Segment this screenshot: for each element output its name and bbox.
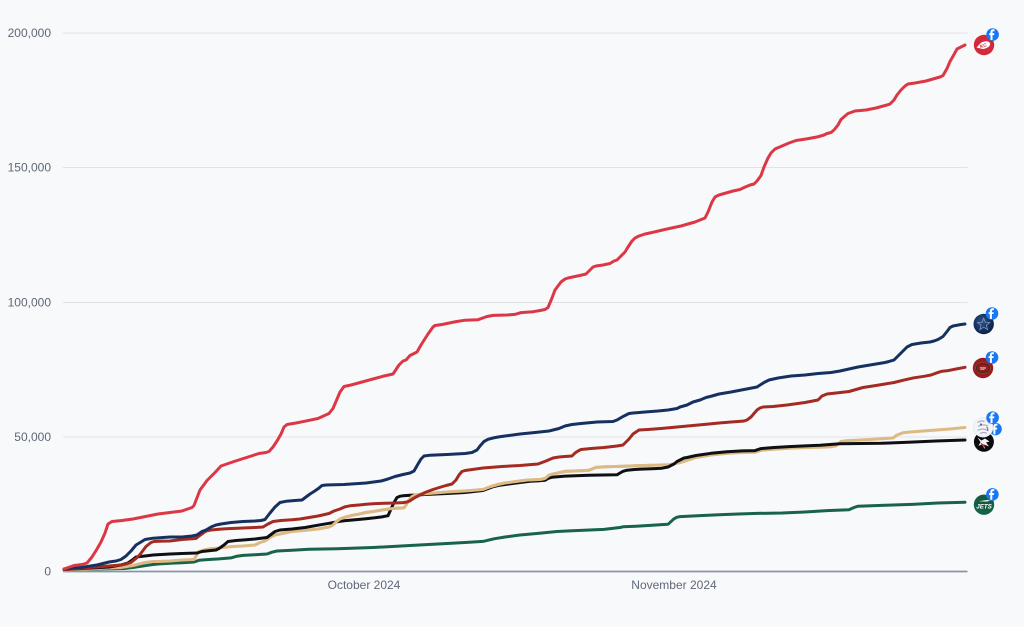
svg-text:KC: KC: [979, 42, 987, 49]
svg-text:0: 0: [44, 565, 51, 579]
svg-text:100,000: 100,000: [8, 296, 52, 310]
svg-text:200,000: 200,000: [8, 26, 52, 40]
svg-text:October 2024: October 2024: [328, 578, 401, 592]
svg-text:50,000: 50,000: [14, 430, 51, 444]
svg-text:SF: SF: [980, 366, 986, 372]
svg-text:JETS: JETS: [976, 503, 992, 510]
svg-text:November 2024: November 2024: [631, 578, 717, 592]
svg-text:150,000: 150,000: [8, 161, 52, 175]
